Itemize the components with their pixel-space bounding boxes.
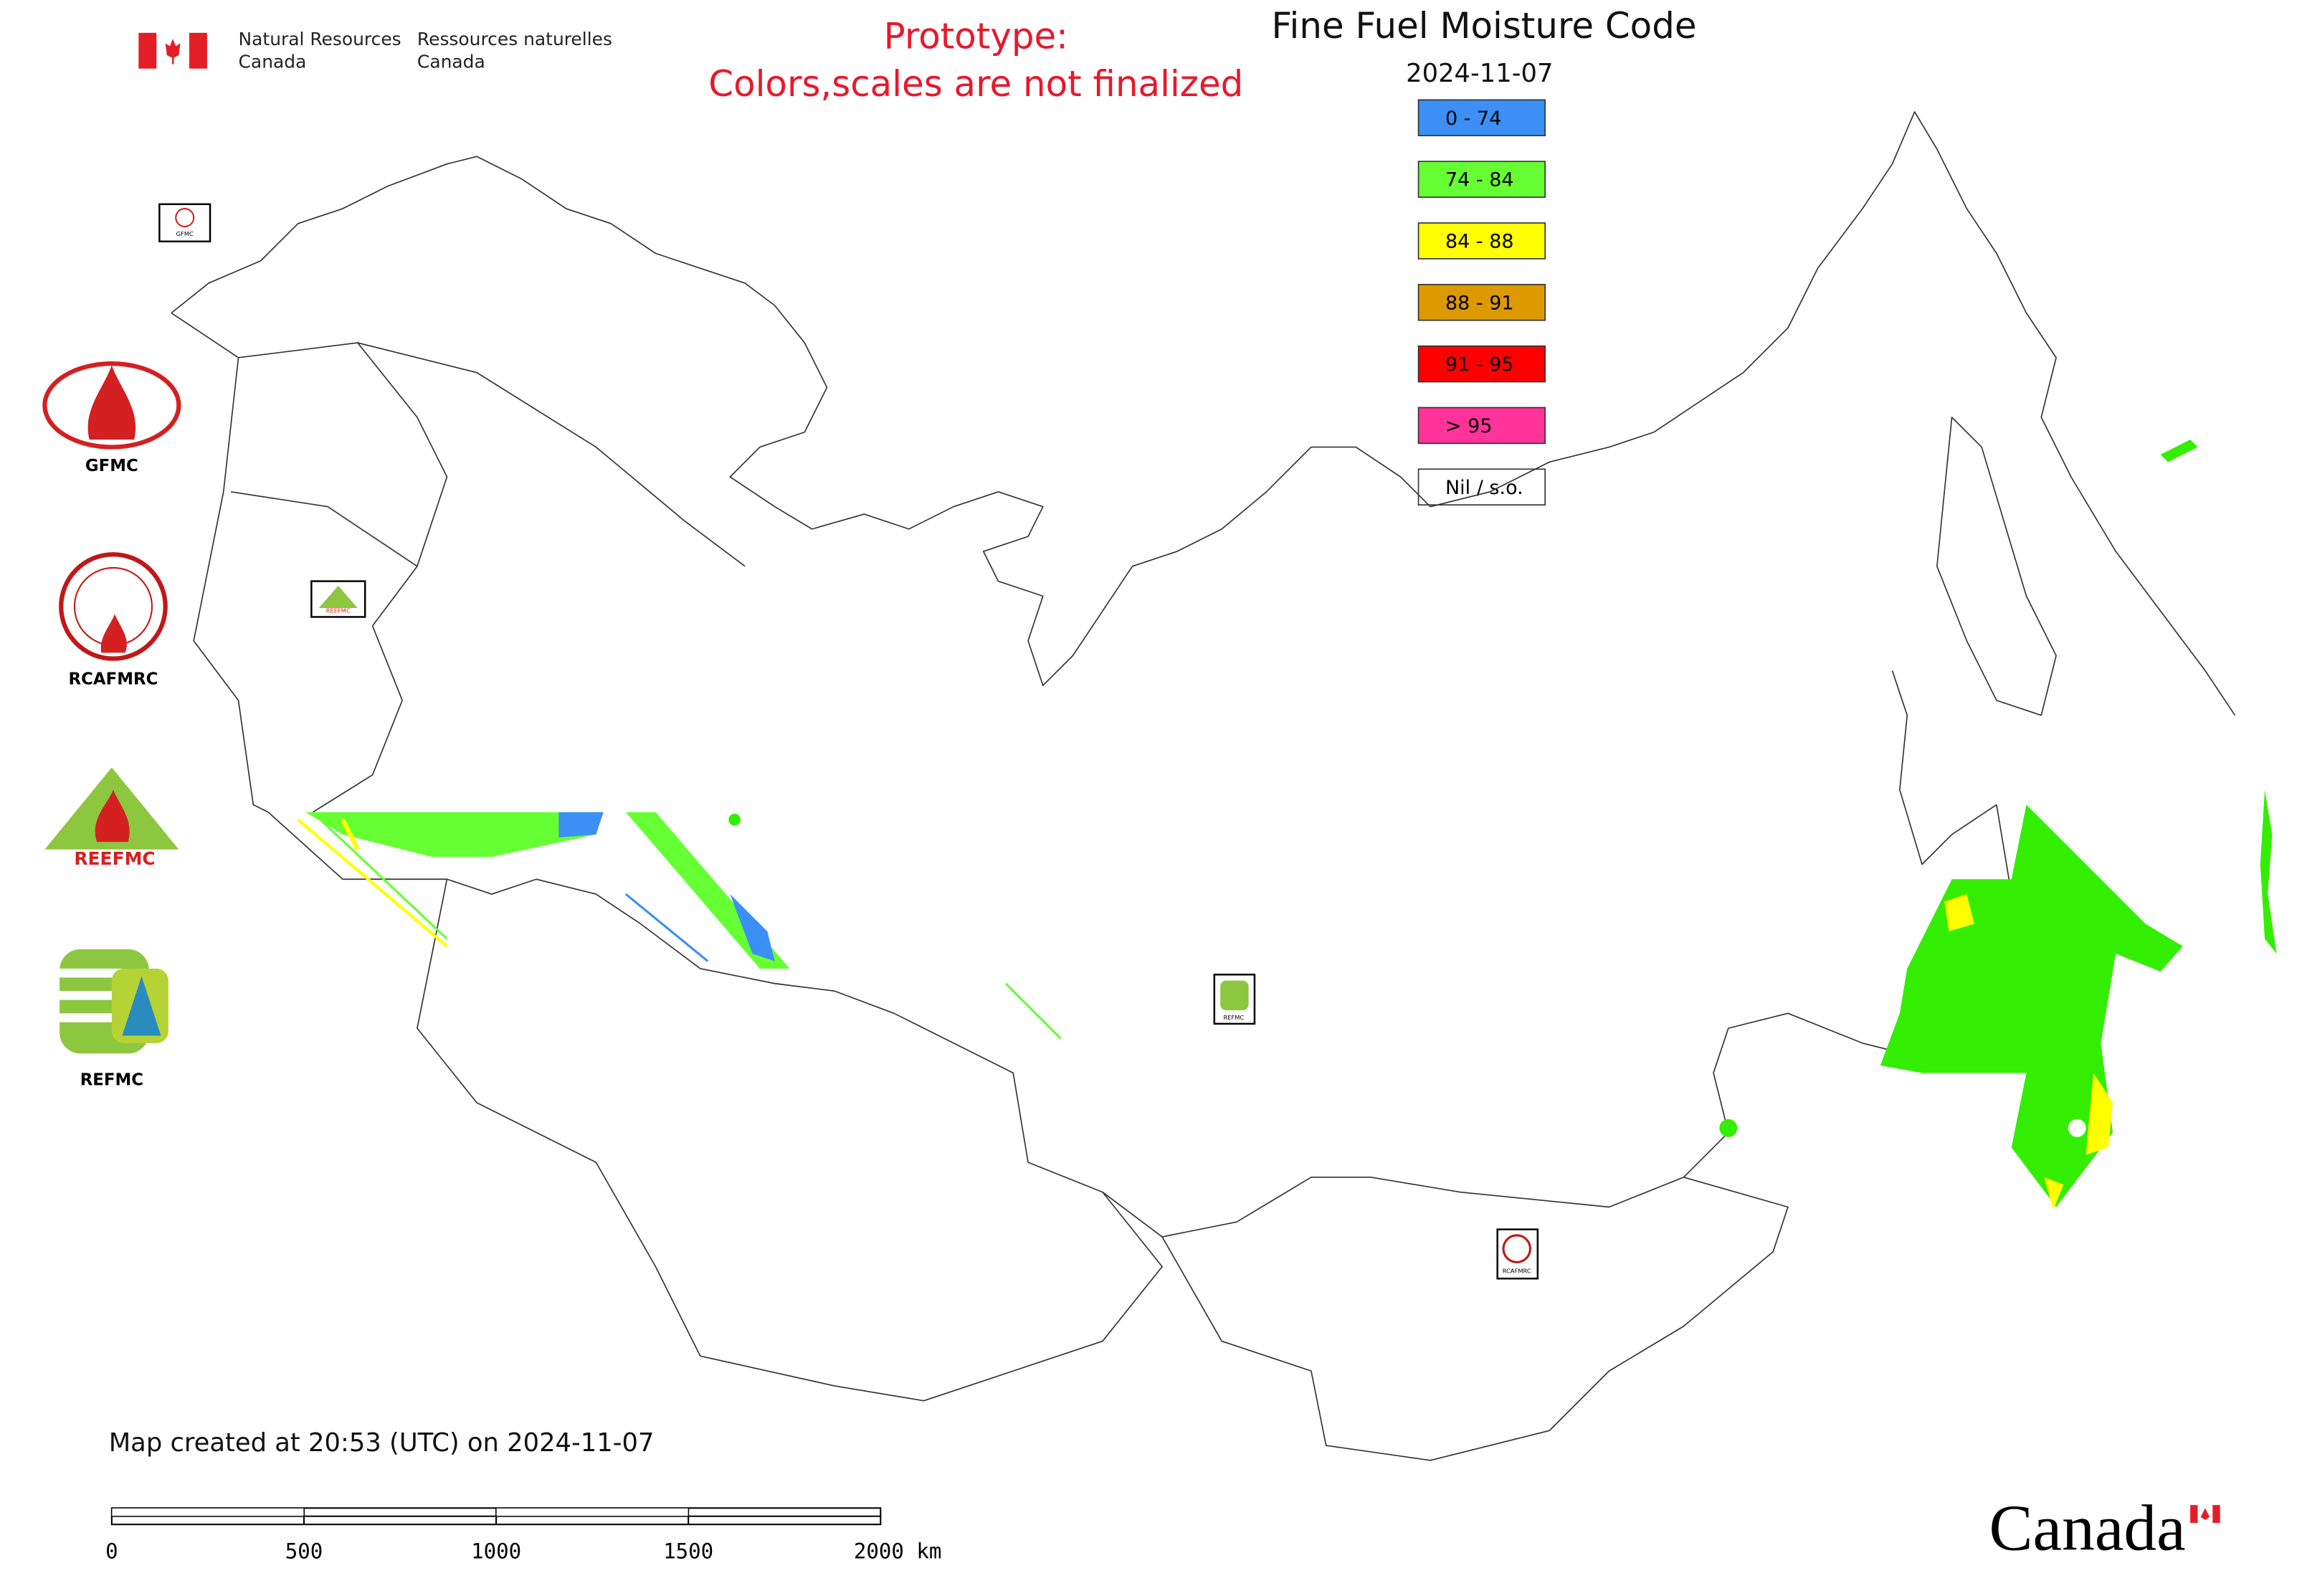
refmc-logo [60,949,168,1054]
logo-label: GFMC [85,457,138,475]
legend-swatch [1417,161,1546,198]
fuel-field [297,440,2277,1210]
legend-label: 84 - 88 [1445,230,1514,252]
scale-label: 2000 km [854,1539,942,1564]
gfmc-logo [42,361,181,450]
notice: Prototype: [884,16,1068,57]
legend-label: 91 - 95 [1445,353,1514,376]
legend-swatch [1417,222,1546,260]
map-marker: REFMC [1213,974,1256,1025]
legend-swatch [1417,283,1546,321]
org-name: Ressources naturelles [417,29,612,49]
kazakhstan [417,879,1163,1402]
org-name: Canada [417,51,485,72]
legend-label: 0 - 74 [1445,108,1501,130]
legend-label: 74 - 84 [1445,169,1514,191]
map-marker: REEFMC [310,580,366,618]
logo-label: REFMC [80,1070,143,1089]
scale-label: 1000 [471,1539,521,1564]
marker-label: REFMC [1223,1014,1244,1021]
map-date: 2024-11-07 [1406,59,1553,88]
okhotsk-coast [1891,670,1997,865]
mongolia [1161,1177,1789,1461]
legend-label: > 95 [1445,415,1493,437]
europe [171,312,746,813]
marker-label: GFMC [176,230,194,237]
legend-swatch [1417,99,1546,137]
map-marker: GFMC [158,203,211,242]
org-name: Canada [239,51,307,72]
rcafmrc-logo [59,552,168,661]
map-marker: RCAFMRC [1496,1228,1539,1280]
wordmark-flag [2190,1505,2220,1524]
logo-label: RCAFMRC [69,670,158,688]
org-name: Natural Resources [239,29,401,49]
footer-note: Map created at 20:53 (UTC) on 2024-11-07 [109,1428,655,1458]
legend: 0 - 74 74 - 84 84 - 88 88 - 91 91 - 95 > 95 Ni… [1417,99,1546,506]
marker-label: REEFMC [326,607,351,614]
map-outlines [171,111,2236,1461]
scale-label: 1500 [663,1539,713,1564]
kamchatka [1936,417,2057,716]
flag [138,32,207,69]
scale-label: 500 [285,1539,323,1564]
logo-label: REEFMC [74,848,155,869]
coastline [171,111,2236,716]
legend-swatch [1417,345,1546,383]
reefmc-logo [44,767,179,850]
scale-bar [110,1507,882,1526]
map-title: Fine Fuel Moisture Code [1271,5,1696,47]
legend-swatch [1417,407,1546,445]
notice: Colors,scales are not finalized [708,63,1243,105]
marker-label: RCAFMRC [1503,1267,1531,1274]
scale-label: 0 [105,1539,118,1564]
legend-label: 88 - 91 [1445,292,1514,314]
legend-label: Nil / s.o. [1445,477,1523,499]
canada-wordmark: Canada [1989,1492,2186,1564]
